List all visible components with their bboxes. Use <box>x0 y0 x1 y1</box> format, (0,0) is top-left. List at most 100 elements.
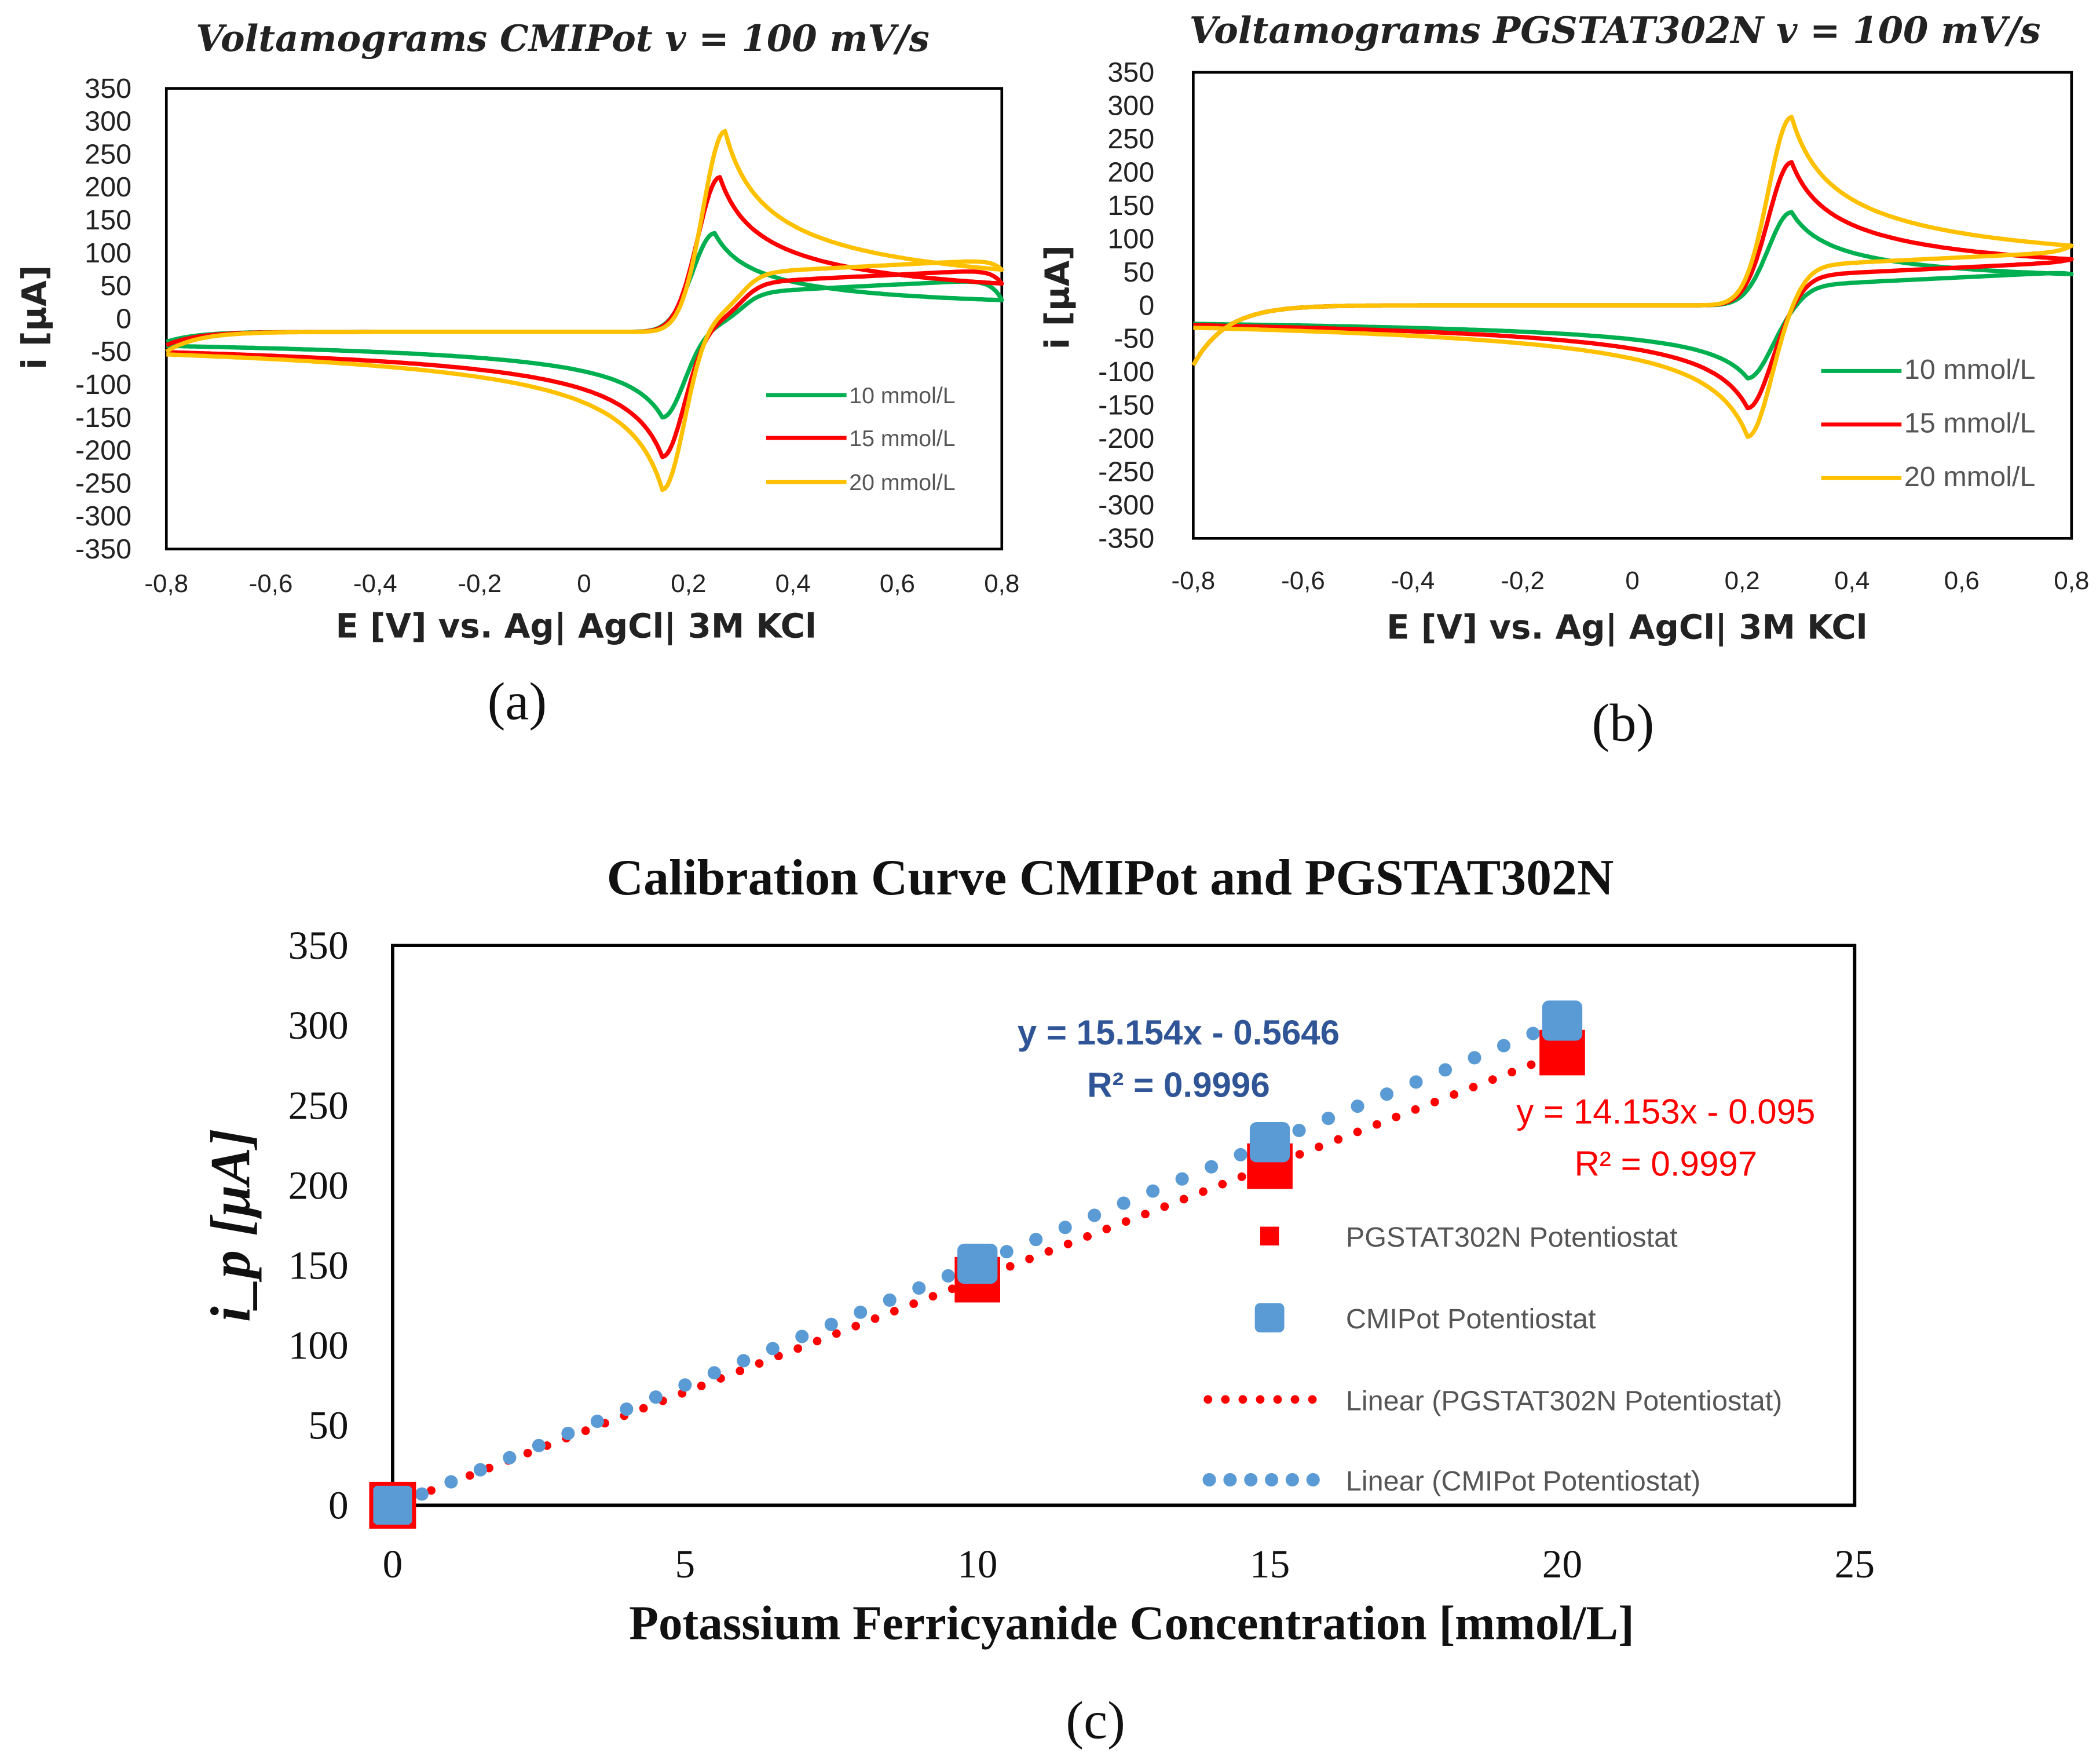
x-tick-label: -0,6 <box>1281 567 1325 595</box>
trendline-dot <box>1450 1090 1459 1099</box>
trendline-dot <box>1044 1247 1053 1256</box>
y-tick-label: -350 <box>75 534 131 565</box>
trendline-dot <box>1430 1097 1439 1106</box>
x-tick-label: -0,8 <box>1172 567 1216 595</box>
trendline-dot <box>1218 1179 1227 1189</box>
pgstat-data-point-outline <box>369 1481 416 1529</box>
trendline-dot <box>1353 1127 1362 1137</box>
legend-marker-rounded-square <box>1254 1303 1285 1333</box>
trendline-dot <box>824 1317 838 1331</box>
cmipot-data-point <box>372 1485 413 1526</box>
chart-title: Voltamograms PGSTAT302N v = 100 mV/s <box>1190 9 2041 52</box>
x-tick-label: 10 <box>957 1542 997 1587</box>
y-tick-label: 50 <box>100 271 131 302</box>
y-tick-label: -250 <box>1098 456 1154 488</box>
plot-area <box>164 87 1004 551</box>
chart-title: Voltamograms CMIPot v = 100 mV/s <box>196 17 930 60</box>
trendline-r2: R² = 0.9996 <box>1087 1065 1270 1104</box>
trendline-dot <box>851 1321 861 1331</box>
legend-dotted-line <box>1265 1473 1279 1487</box>
trendline-dot <box>678 1378 692 1392</box>
legend-dotted-line <box>1273 1395 1282 1404</box>
cv-panel-a: Voltamograms CMIPot v = 100 mV/s 35030025… <box>14 17 1019 731</box>
trendline-dot <box>1029 1233 1043 1247</box>
cv-panel-b: Voltamograms PGSTAT302N v = 100 mV/s 3503… <box>1037 9 2089 752</box>
x-tick-label: 0,2 <box>671 569 706 598</box>
y-tick-label: 350 <box>85 73 131 104</box>
y-tick-label: 200 <box>1107 156 1154 188</box>
trendline-dot <box>1411 1105 1420 1114</box>
y-tick-label: 200 <box>85 171 131 203</box>
trendline-dot <box>1372 1120 1381 1129</box>
legend-dotted-line <box>1290 1395 1300 1404</box>
y-tick-label: -150 <box>75 402 131 433</box>
trendline-dot <box>755 1359 764 1368</box>
legend-label: Linear (PGSTAT302N Potentiostat) <box>1346 1385 1782 1416</box>
x-tick-label: -0,4 <box>1391 567 1435 595</box>
trendline-dot <box>1497 1039 1511 1053</box>
x-tick-label: -0,2 <box>458 569 502 598</box>
y-tick-label: -50 <box>91 336 131 367</box>
x-tick-label: -0,6 <box>249 569 293 598</box>
legend-dotted-line <box>1308 1395 1317 1404</box>
legend-dotted-line <box>1221 1395 1230 1404</box>
y-tick-label: 300 <box>1107 90 1154 121</box>
trendline-dot <box>649 1390 663 1404</box>
trendline-dot <box>909 1299 919 1308</box>
x-tick-label: 0,4 <box>1834 567 1869 595</box>
cv-curve-20mmol <box>165 129 1004 492</box>
trendline-dot <box>795 1329 809 1343</box>
legend-label: CMIPot Potentiostat <box>1346 1303 1596 1335</box>
y-axis-label: i [µA] <box>1037 245 1077 349</box>
x-tick-label: -0,4 <box>353 569 397 598</box>
trendline-dot <box>941 1269 955 1283</box>
trendline-dot <box>883 1293 897 1307</box>
y-tick-label: 250 <box>288 1083 349 1128</box>
y-tick-label: 100 <box>288 1323 349 1368</box>
y-tick-label: 250 <box>1107 123 1154 155</box>
trendline-dot <box>1488 1075 1497 1084</box>
trendline-dot <box>697 1381 706 1390</box>
trendline-dot <box>1121 1217 1131 1226</box>
trendline-dot <box>947 1284 957 1294</box>
legend-dotted-line <box>1256 1395 1265 1404</box>
trendline-dot <box>737 1354 751 1368</box>
trendline-dot <box>1088 1208 1102 1222</box>
y-tick-label: -300 <box>75 501 131 532</box>
trendline-dot <box>1392 1112 1401 1122</box>
trendline-dot <box>793 1344 803 1353</box>
y-tick-label: 150 <box>288 1243 349 1288</box>
trendline-dot <box>1527 1060 1536 1069</box>
y-tick-label: -300 <box>1098 490 1154 521</box>
legend-marker-square <box>1260 1226 1279 1245</box>
x-tick-label: 0,8 <box>2054 567 2089 595</box>
trendline-dot <box>1199 1187 1208 1196</box>
trendline-dot <box>1141 1210 1150 1219</box>
trendline-dot <box>1179 1195 1188 1204</box>
trendline-dot <box>1005 1262 1015 1271</box>
legend-label: 10 mmol/L <box>849 383 955 408</box>
trendline-dot <box>1508 1068 1517 1077</box>
legend-dotted-line <box>1244 1473 1258 1487</box>
trendline-dot <box>1117 1196 1131 1210</box>
trendline-dot <box>1468 1051 1481 1065</box>
trendline-dot <box>1058 1221 1072 1234</box>
trendline-dot <box>1063 1239 1073 1248</box>
y-tick-label: 300 <box>85 106 131 137</box>
y-axis-label: i_p [µA] <box>200 1128 262 1322</box>
x-tick-label: 5 <box>675 1542 695 1587</box>
cmipot-data-point <box>1542 1000 1583 1041</box>
trendline-dot <box>1205 1160 1219 1174</box>
cmipot-data-point <box>1249 1122 1290 1163</box>
y-tick-label: -350 <box>1098 523 1154 554</box>
panel-caption: (b) <box>1592 693 1655 752</box>
y-tick-label: -150 <box>1098 390 1154 421</box>
trendline-dot <box>1295 1150 1304 1159</box>
trendline-dot <box>928 1292 938 1301</box>
calibration-panel: Calibration Curve CMIPot and PGSTAT302N 3… <box>200 850 1875 1749</box>
x-tick-label: 0,6 <box>880 569 915 598</box>
trendline-dot <box>1292 1123 1306 1138</box>
trendline-dot <box>473 1463 487 1477</box>
y-tick-label: 0 <box>116 303 131 334</box>
trendline-dot <box>870 1314 880 1323</box>
